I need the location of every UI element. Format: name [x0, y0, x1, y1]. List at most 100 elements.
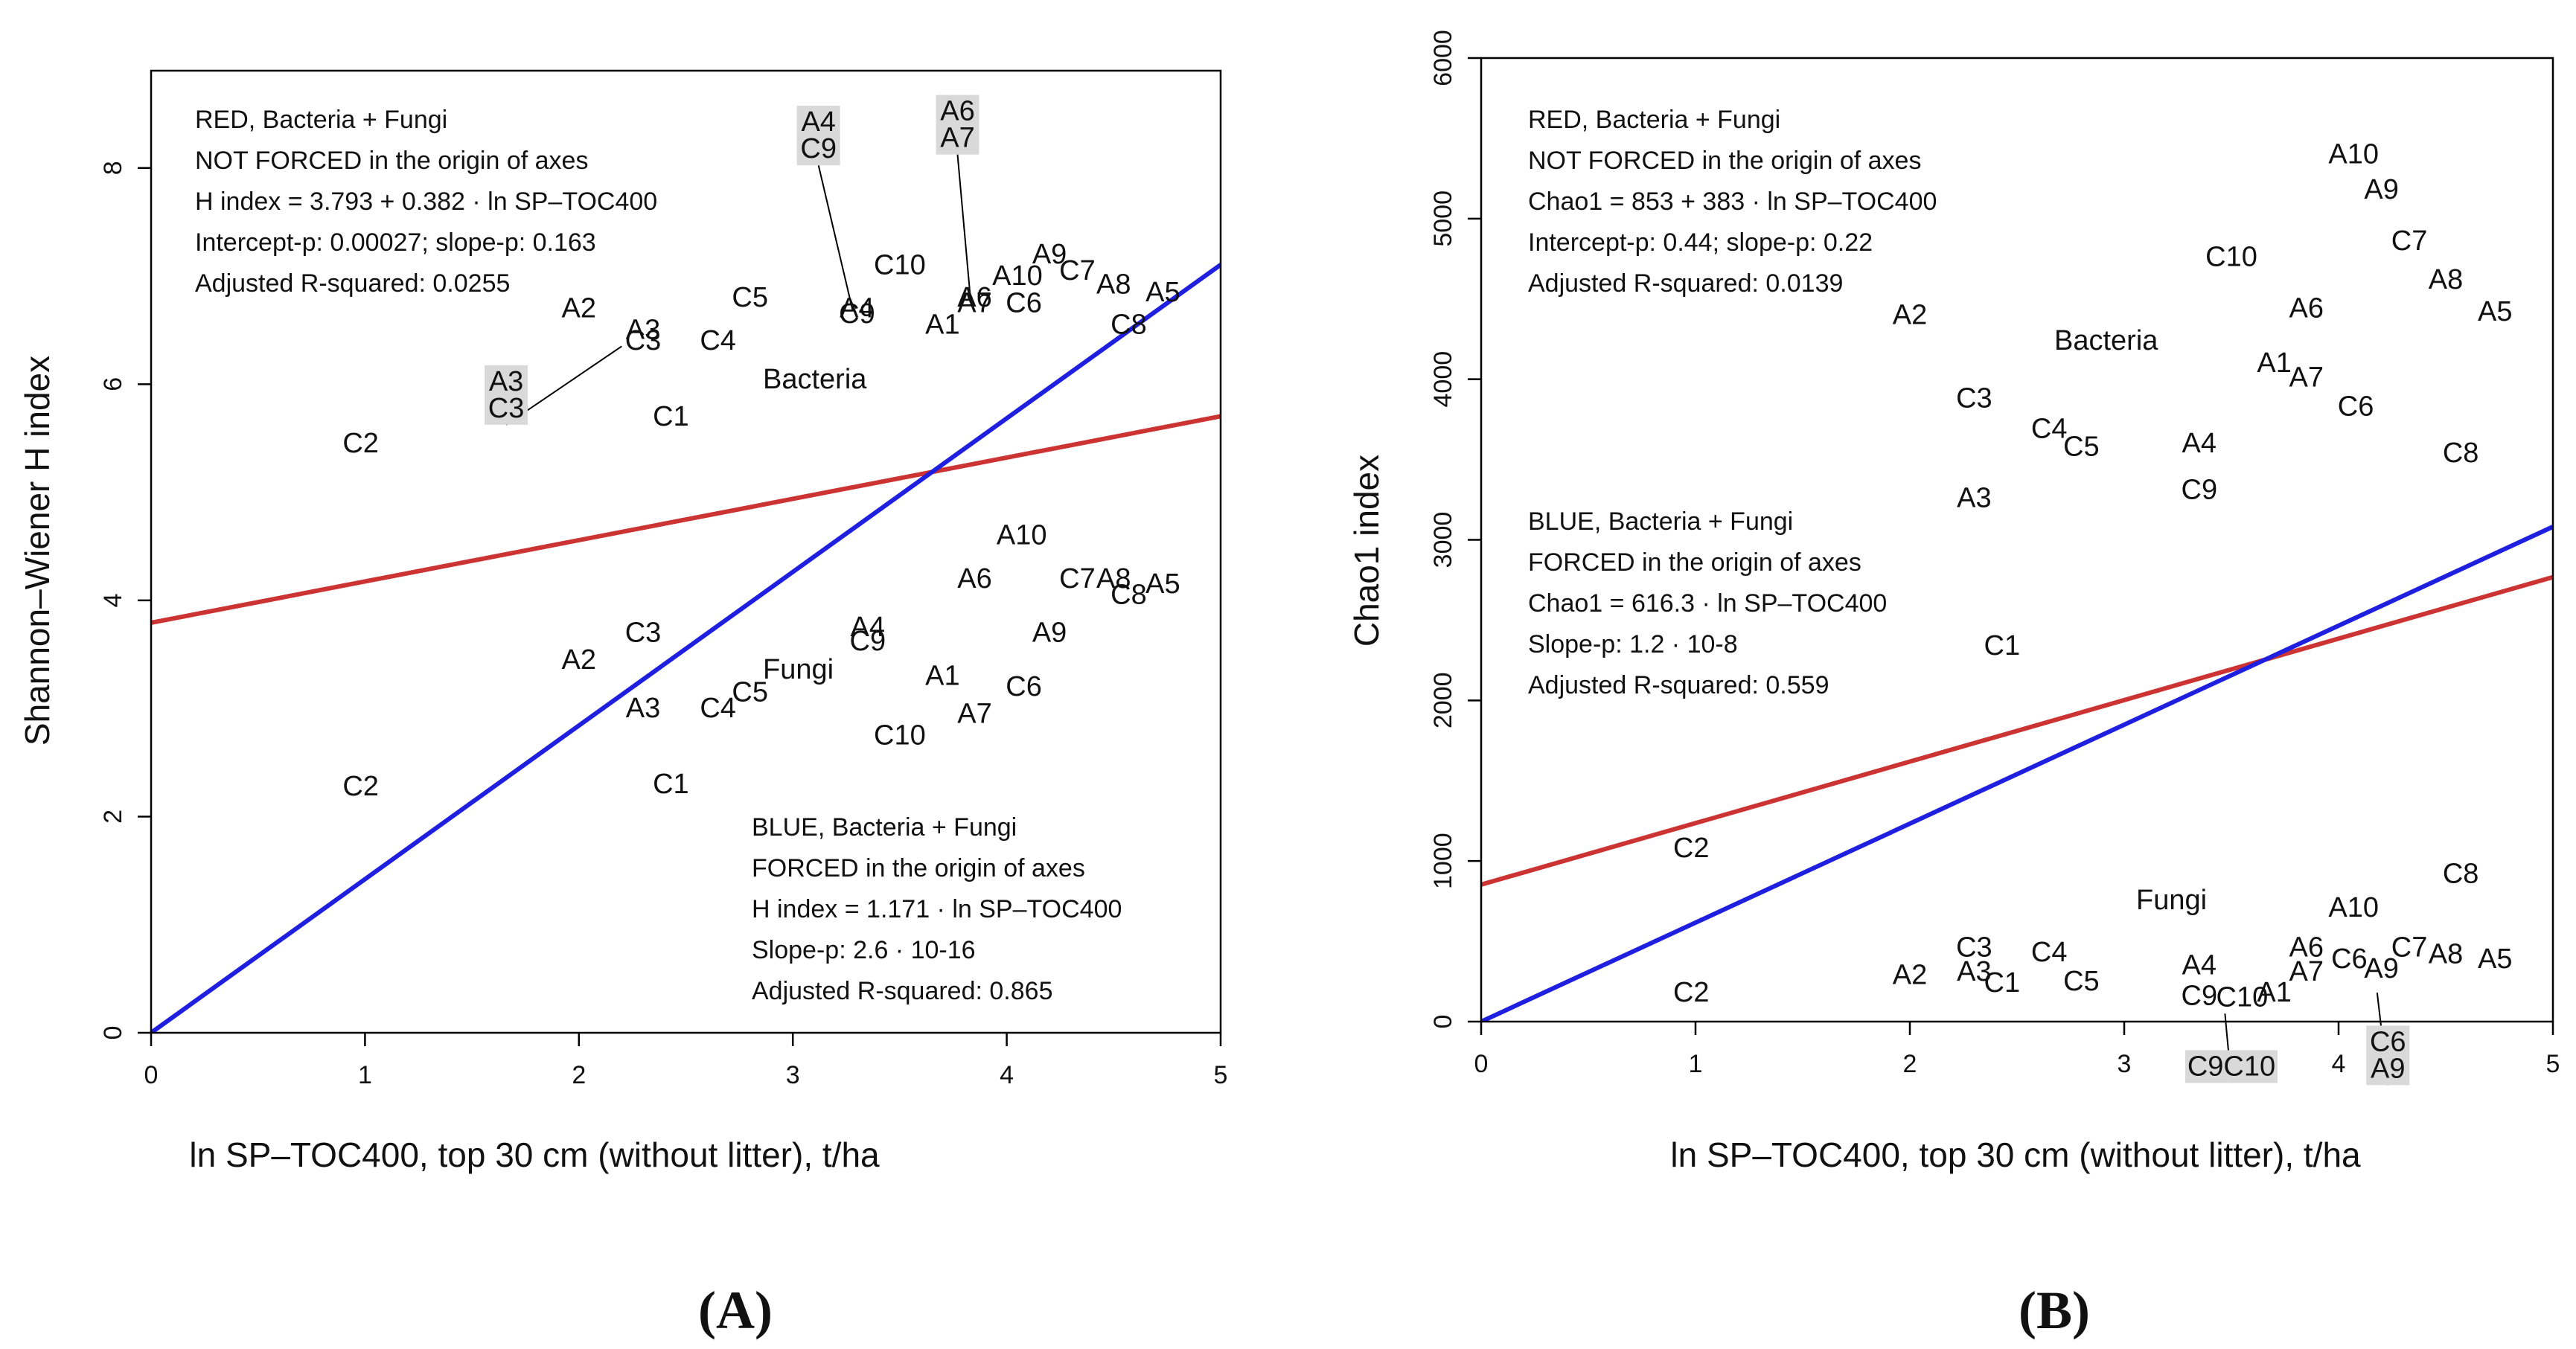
group-label-bacteria: Bacteria — [763, 364, 867, 395]
data-point-label: A8 — [2429, 938, 2463, 970]
data-point-label: A7 — [2289, 956, 2324, 987]
annotation-line: Slope-p: 1.2 · 10-8 — [1528, 630, 1738, 659]
panel-label: (A) — [698, 1281, 773, 1340]
callout-label: C3 — [488, 393, 525, 424]
data-point-label: C2 — [1673, 833, 1710, 864]
data-point-label: C7 — [1059, 255, 1096, 286]
data-point-label: A10 — [2328, 139, 2379, 170]
data-point-label: C7 — [1059, 563, 1096, 595]
annotation-line: H index = 3.793 + 0.382 · ln SP–TOC400 — [195, 188, 657, 216]
x-tick-label: 2 — [572, 1061, 586, 1089]
data-point-label: A5 — [1145, 568, 1180, 600]
x-tick-label: 3 — [2118, 1050, 2132, 1078]
data-point-label: A9 — [2364, 174, 2398, 205]
data-point-label: C1 — [653, 769, 689, 800]
data-point-label: C5 — [732, 676, 768, 708]
data-point-label: C3 — [625, 617, 662, 648]
data-point-label: A1 — [925, 309, 959, 340]
x-axis-label: ln SP–TOC400, top 30 cm (without litter)… — [189, 1135, 880, 1174]
data-point-label: C3 — [1956, 932, 1992, 964]
annotation-line: Chao1 = 853 + 383 · ln SP–TOC400 — [1528, 188, 1937, 216]
plot-frame — [1480, 57, 2554, 1023]
data-point-label: A9 — [1032, 239, 1067, 270]
data-point-label: C10 — [2205, 242, 2257, 273]
data-point-label: A5 — [2478, 943, 2512, 975]
data-point-label: C9 — [850, 626, 886, 657]
data-point-label: A6 — [2289, 293, 2324, 324]
x-axis-label: ln SP–TOC400, top 30 cm (without litter)… — [1670, 1135, 2361, 1174]
data-point-label: C9 — [839, 298, 875, 330]
data-point-label: C7 — [2391, 225, 2428, 257]
data-point-label: A3 — [1957, 956, 1991, 987]
data-point-label: C8 — [1110, 309, 1147, 340]
callout-label: A4 — [801, 106, 835, 138]
data-point-label: C9 — [2182, 475, 2218, 506]
callout-label: A7 — [940, 123, 974, 154]
data-point-label: C7 — [2391, 932, 2428, 964]
data-point-label: A4 — [2182, 949, 2217, 981]
data-point-label: C1 — [653, 401, 689, 432]
y-tick-label: 2000 — [1429, 673, 1457, 729]
data-point-label: A3 — [626, 693, 660, 724]
group-label-bacteria: Bacteria — [2054, 325, 2158, 356]
data-point-label: A1 — [925, 661, 959, 692]
red-regression-line — [1481, 574, 2553, 887]
callout-leader — [956, 154, 971, 298]
data-point-label: A10 — [2328, 892, 2379, 923]
data-point-label: A8 — [2429, 264, 2463, 295]
data-point-label: C10 — [874, 250, 926, 281]
data-point-label: C4 — [2031, 414, 2068, 445]
data-point-label: A7 — [957, 287, 991, 318]
annotation-line: Adjusted R-squared: 0.559 — [1528, 671, 1829, 699]
data-point-label: C1 — [1984, 967, 2021, 999]
data-point-label: C4 — [700, 325, 736, 356]
annotation-line: BLUE, Bacteria + Fungi — [752, 813, 1017, 842]
callout-label: C9 — [800, 133, 837, 164]
x-tick-label: 3 — [786, 1061, 800, 1089]
annotation-line: FORCED in the origin of axes — [752, 854, 1085, 882]
red-regression-line — [151, 414, 1221, 625]
data-point-label: A8 — [1096, 563, 1131, 595]
callout-box — [936, 94, 979, 155]
data-point-label: C2 — [1673, 977, 1710, 1008]
data-point-label: A10 — [997, 520, 1047, 551]
panel-a: 0 2 4 6 8 0 1 2 3 4 5 ln SP–TOC400, top 30 cm (wi… — [18, 69, 1227, 1340]
callout: C9C10 — [2185, 1013, 2278, 1083]
data-point-label: C8 — [2443, 438, 2479, 469]
x-tick-label: 4 — [1000, 1061, 1014, 1089]
group-label-fungi: Fungi — [2136, 885, 2207, 916]
x-ticks: 0 1 2 3 4 5 — [144, 1033, 1227, 1089]
annotation-line: Slope-p: 2.6 · 10-16 — [752, 936, 976, 964]
y-tick-label: 4 — [99, 593, 127, 607]
data-point-label: C6 — [1006, 671, 1042, 702]
red-fit-annotation: RED, Bacteria + Fungi NOT FORCED in the … — [195, 106, 657, 298]
blue-regression-line — [1481, 525, 2553, 1022]
annotation-line: Intercept-p: 0.44; slope-p: 0.22 — [1528, 228, 1873, 257]
callout-box — [796, 106, 840, 166]
data-point-label: C4 — [700, 693, 736, 724]
data-point-label: C10 — [874, 720, 926, 751]
y-tick-label: 0 — [1429, 1015, 1457, 1029]
annotation-line: BLUE, Bacteria + Fungi — [1528, 507, 1793, 536]
data-point-label: C5 — [2063, 431, 2100, 462]
data-point-label: A7 — [957, 698, 991, 729]
data-point-label: A10 — [992, 260, 1043, 292]
data-point-label: A3 — [626, 315, 660, 346]
data-point-label: C3 — [1956, 383, 1992, 414]
y-tick-label: 2 — [99, 810, 127, 824]
annotation-line: FORCED in the origin of axes — [1528, 548, 1861, 577]
data-point-label: A5 — [1145, 277, 1180, 308]
y-tick-label: 3000 — [1429, 512, 1457, 568]
callout-box — [2366, 1025, 2410, 1086]
panel-label: (B) — [2019, 1281, 2090, 1340]
annotation-line: RED, Bacteria + Fungi — [195, 106, 447, 134]
callout-box — [2185, 1050, 2278, 1083]
x-tick-label: 5 — [2546, 1050, 2560, 1078]
